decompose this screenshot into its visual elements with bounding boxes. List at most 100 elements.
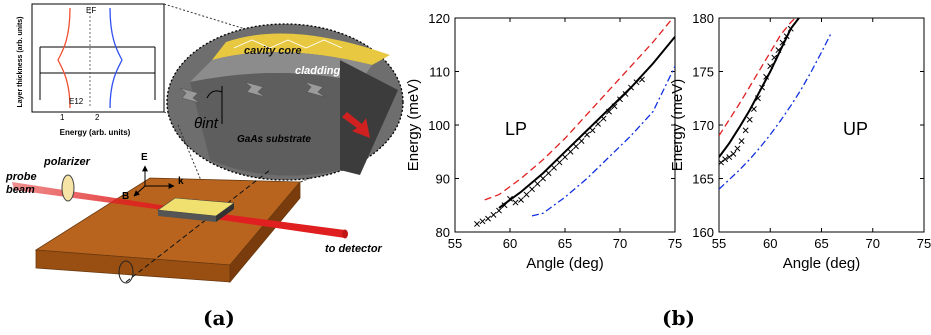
base-side (229, 180, 301, 284)
substrate-face (190, 73, 360, 176)
lp-data-marker (622, 91, 629, 97)
cavity-core-label: cavity core (244, 45, 301, 57)
lp-xtick-label: 75 (668, 236, 682, 251)
lp-ytick-label: 80 (436, 225, 450, 240)
b-arrow (133, 185, 146, 197)
up-ylabel: Energy (meV) (669, 79, 686, 172)
lp-data-marker (529, 186, 535, 193)
up-data-marker (746, 116, 753, 123)
lp-ytick-label: 90 (436, 172, 450, 187)
up-annotation: UP (843, 119, 868, 139)
inset-plot: Layer thickness (arb. units) EF E12 1 2 … (17, 3, 165, 137)
up-data-marker (722, 156, 729, 163)
lp-data-marker (611, 103, 618, 110)
lp-data-marker (507, 195, 513, 202)
blue-mode-curve (109, 7, 123, 109)
lp-data-marker (479, 218, 486, 225)
cavity-core-layer (212, 33, 390, 65)
label-1: 1 (60, 113, 65, 122)
lp-xtick-label: 55 (448, 236, 462, 251)
lp-ytick-label: 100 (428, 118, 450, 133)
lp-data-marker (589, 127, 596, 134)
up-xtick-label: 65 (814, 236, 828, 251)
gray-arrow-3 (304, 81, 326, 98)
up-data-marker (750, 105, 757, 112)
lp-data-marker (633, 79, 640, 86)
lp-data-marker (512, 199, 519, 206)
lp-data-marker (628, 84, 634, 91)
lp-data-marker (639, 76, 645, 83)
lp-data-marker (595, 120, 601, 127)
up-data-marker (726, 154, 733, 161)
lp-xlabel: Angle (deg) (526, 255, 604, 272)
theta-label: θint (194, 115, 219, 132)
lp-data-marker (501, 202, 508, 209)
up-data-marker (719, 159, 725, 166)
magnified-view: cavity core cladding θint GaAs substrate (166, 23, 404, 181)
lp-data-marker (617, 96, 623, 103)
up-xtick-label: 60 (763, 236, 777, 251)
up-data-marker (754, 95, 761, 102)
polarizer-disk (61, 174, 75, 202)
up-xlabel: Angle (deg) (783, 255, 861, 272)
lp-xtick-label: 60 (503, 236, 517, 251)
lp-data-marker (573, 143, 579, 150)
caption-b: (b) (662, 306, 695, 330)
polarizer-label: polarizer (43, 156, 91, 168)
output-beam (215, 213, 345, 238)
inset-xlabel: Energy (arb. units) (60, 128, 131, 137)
up-data-marker (742, 127, 749, 134)
beam-label: beam (6, 184, 35, 196)
chart-up: 55 60 65 70 75 160 165 170 175 180 Angle (deg) Ener… (669, 11, 931, 272)
lp-dashdot-blue-line (531, 65, 675, 217)
up-data-marker (771, 54, 778, 61)
up-data-marker (767, 63, 774, 70)
b-field-label: B (122, 191, 129, 202)
red-mode-curve (57, 7, 71, 109)
lp-xtick-label: 70 (613, 236, 627, 251)
up-data-marker (779, 39, 786, 46)
lp-ylabel: Energy (meV) (405, 79, 422, 172)
lp-data-marker (584, 131, 590, 138)
lp-data-marker (534, 180, 541, 187)
cladding-layer (190, 52, 372, 82)
lp-annotation: LP (505, 119, 527, 139)
up-data-marker (763, 73, 770, 80)
lp-data-marker (545, 170, 552, 177)
gray-arrow-2 (244, 81, 266, 98)
probe-beam (12, 182, 180, 212)
up-xtick-label: 75 (917, 236, 931, 251)
rotation-axis (125, 169, 271, 283)
up-ytick-label: 160 (692, 225, 714, 240)
lp-data-marker (562, 154, 568, 161)
lp-data-marker (490, 211, 497, 218)
lp-data-marker (540, 175, 546, 182)
lp-data-marker (474, 221, 480, 227)
lp-data-marker (578, 138, 585, 145)
up-ytick-label: 165 (692, 172, 714, 187)
lp-dashed-red-line (484, 18, 674, 201)
lp-plot-area (454, 17, 676, 233)
lp-data-marker (496, 207, 502, 214)
inset-ylabel: Layer thickness (arb. units) (17, 16, 24, 107)
sample-stage: E k B polarizer probe beam to detector (5, 152, 383, 284)
up-data-marker (759, 84, 766, 91)
lp-data-marker (556, 159, 563, 166)
cladding-label: cladding (295, 65, 341, 77)
lp-data-marker (523, 191, 530, 198)
up-ytick-label: 180 (692, 11, 714, 26)
lp-data-marker (485, 215, 491, 222)
up-xtick-label: 70 (866, 236, 880, 251)
detector-label: to detector (325, 243, 383, 255)
up-data-marker (775, 47, 782, 54)
chart-lp: 55 60 65 70 75 80 90 100 110 120 Angle (deg) Energy… (405, 11, 682, 272)
lp-ytick-label: 120 (428, 11, 450, 26)
up-data-marker (787, 25, 794, 32)
up-ytick-label: 170 (692, 118, 714, 133)
panel-a: Layer thickness (arb. units) EF E12 1 2 … (5, 3, 404, 284)
label-2: 2 (95, 113, 100, 122)
lp-data-marker (518, 196, 524, 203)
up-xtick-label: 55 (712, 236, 726, 251)
probe-label: probe (5, 171, 37, 183)
